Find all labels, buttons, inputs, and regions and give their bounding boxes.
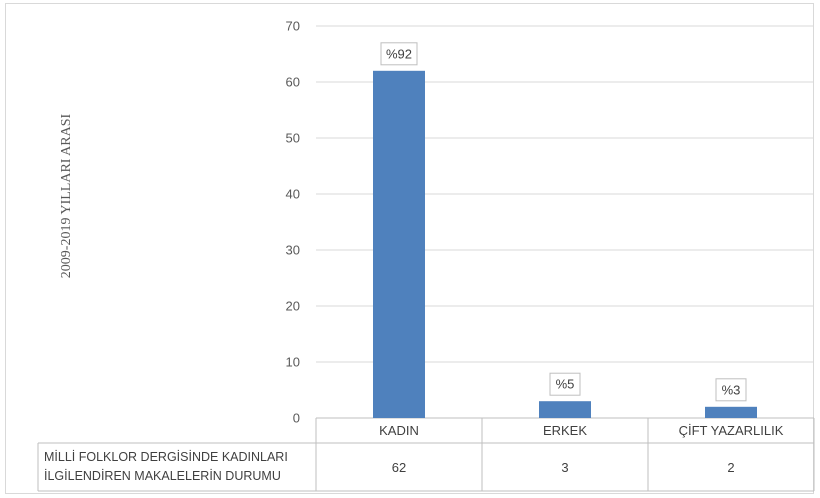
data-label: %3 [722, 382, 741, 397]
y-tick-label: 50 [286, 131, 300, 146]
y-tick-label: 10 [286, 355, 300, 370]
y-axis-title: 2009-2019 YILLARI ARASI [59, 113, 74, 278]
y-tick-label: 60 [286, 75, 300, 90]
y-tick-label: 40 [286, 187, 300, 202]
y-tick-label: 0 [293, 411, 300, 426]
table-row-label: MİLLİ FOLKLOR DERGİSİNDE KADINLARI [44, 450, 288, 464]
table-cell: 3 [561, 460, 568, 475]
data-label-box [715, 378, 747, 402]
y-tick-label: 70 [286, 19, 300, 34]
y-tick-label: 20 [286, 299, 300, 314]
table-cell: 2 [727, 460, 734, 475]
table-row-label: İLGİLENDİREN MAKALELERİN DURUMU [44, 469, 281, 483]
data-label-box [549, 372, 581, 396]
x-category-label: ÇİFT YAZARLILIK [679, 423, 784, 438]
x-category-label: KADIN [379, 423, 419, 438]
y-tick-label: 30 [286, 243, 300, 258]
bar [373, 70, 425, 419]
bar [705, 406, 757, 418]
bar [539, 401, 591, 418]
table-cell: 62 [392, 460, 406, 475]
x-category-label: ERKEK [543, 423, 587, 438]
data-label: %92 [386, 46, 412, 61]
data-label: %5 [556, 377, 575, 392]
data-label-box [380, 42, 418, 66]
chart-frame [5, 3, 814, 494]
